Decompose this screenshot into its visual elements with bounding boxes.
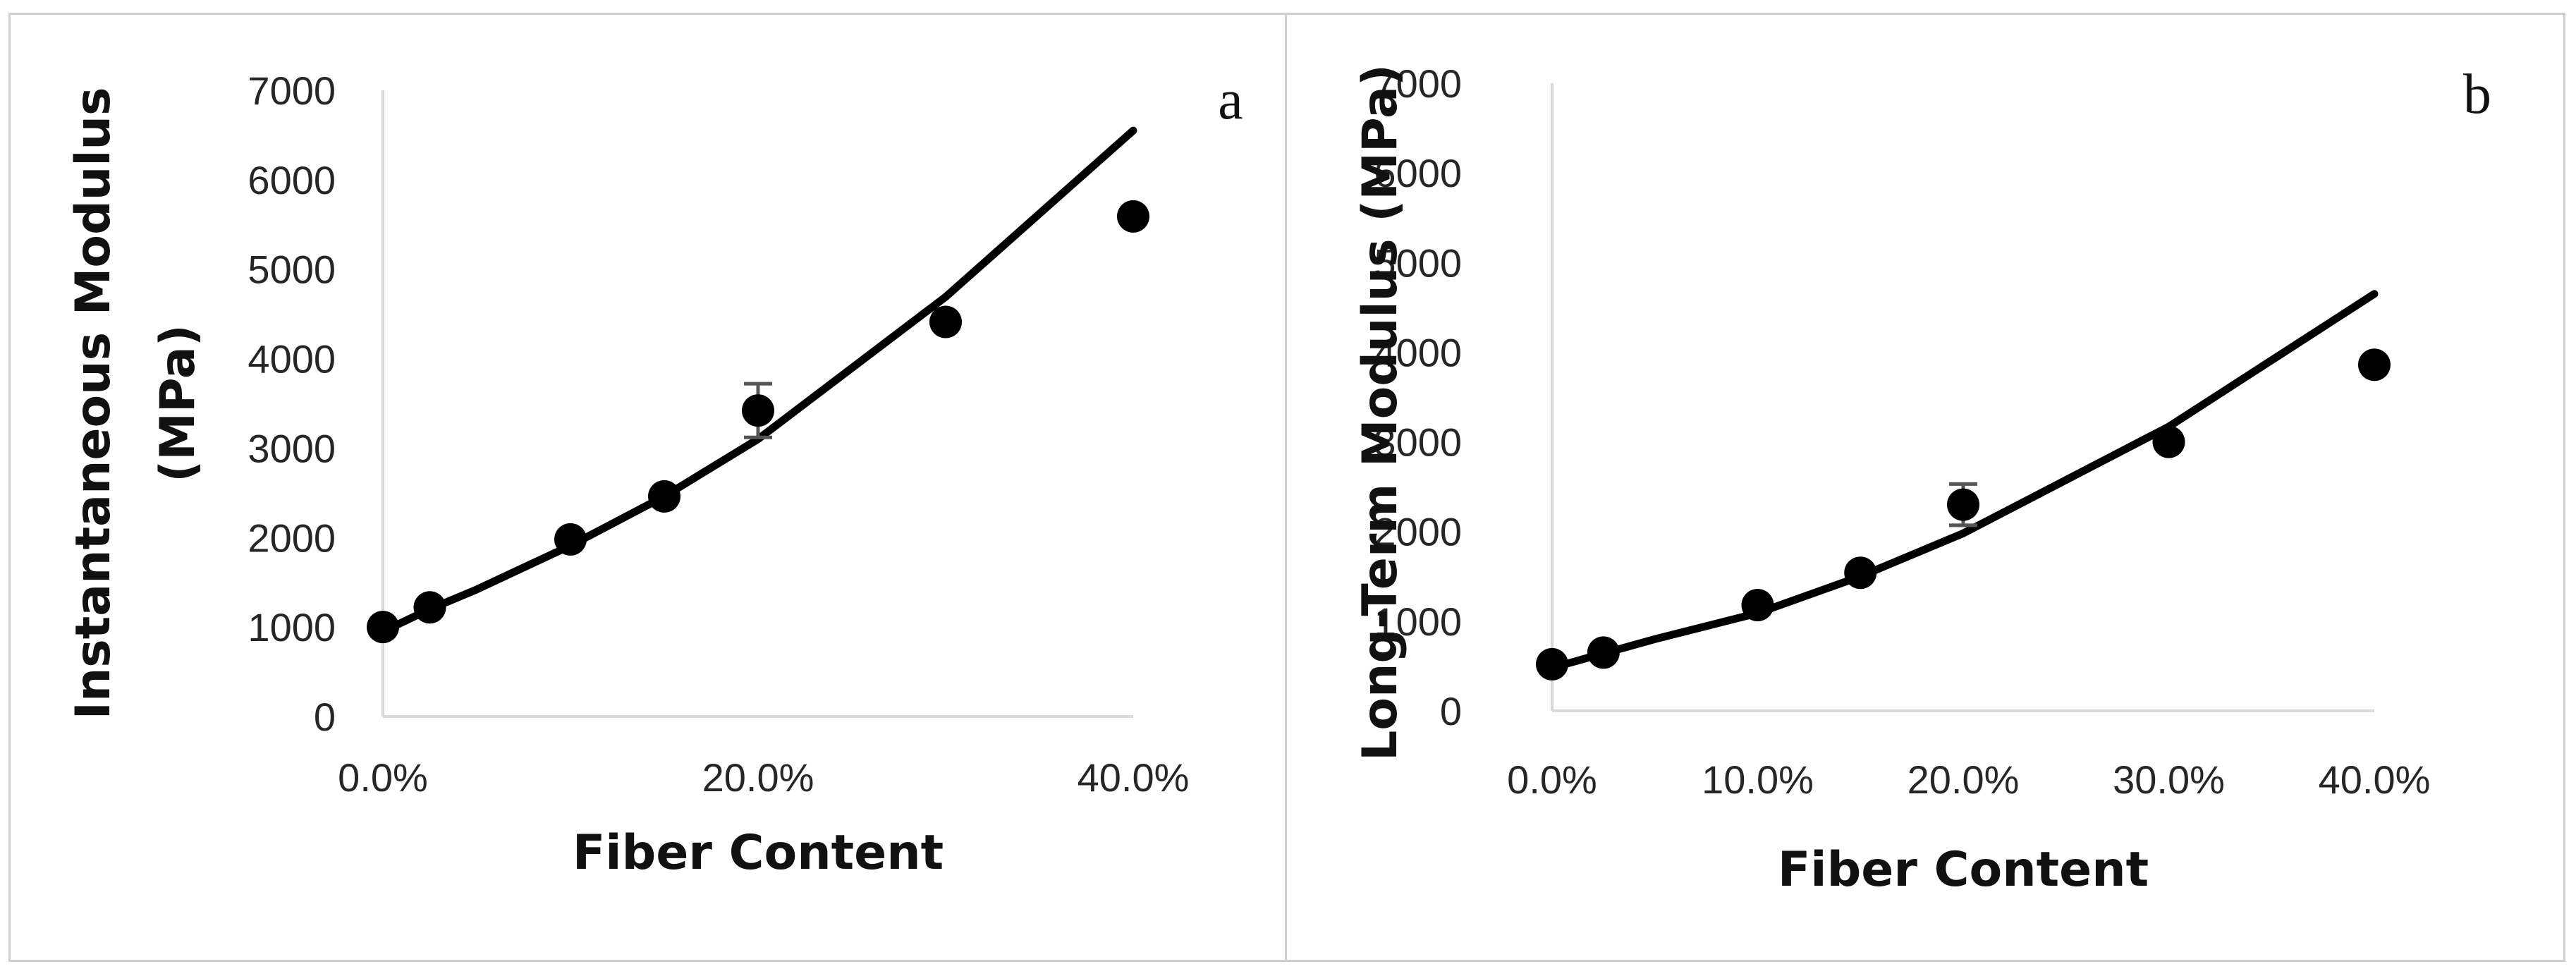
y-axis-title: (MPa) [150, 324, 206, 482]
model-line [379, 126, 1137, 635]
data-point [1947, 488, 1979, 521]
chart-a: 0 1000 2000 3000 4000 5000 6000 7000 0.0% 20.0% 40… [66, 68, 1243, 881]
y-tick-label: 2000 [248, 516, 336, 560]
chart-panel-a [8, 13, 1288, 962]
x-axis-title: Fiber Content [573, 825, 944, 881]
model-line [1548, 290, 2379, 672]
y-tick-label: 5000 [1374, 240, 1462, 285]
y-axis-title: Long-Term Modulus (MPa) [1353, 64, 1408, 761]
y-tick-label: 0 [1440, 689, 1462, 733]
x-tick-label: 20.0% [1907, 757, 2020, 802]
y-tick-label: 5000 [248, 248, 336, 292]
y-tick-label: 4000 [248, 337, 336, 382]
data-point [367, 611, 399, 644]
y-tick-label: 3000 [1374, 420, 1462, 465]
data-point [1587, 636, 1620, 669]
x-tick-label: 0.0% [338, 755, 428, 800]
data-point [742, 394, 774, 427]
x-tick-label: 20.0% [702, 755, 814, 800]
y-tick-label: 1000 [1374, 599, 1462, 644]
y-tick-label: 6000 [248, 158, 336, 202]
y-axis-title: Instantaneous Modulus [66, 87, 121, 720]
data-point [929, 305, 962, 338]
y-tick-label: 7000 [248, 68, 336, 113]
y-tick-label: 6000 [1374, 151, 1462, 195]
x-tick-label: 40.0% [2319, 757, 2431, 802]
data-point [2152, 425, 2185, 458]
x-tick-label: 10.0% [1702, 757, 1814, 802]
x-tick-label: 40.0% [1078, 755, 1190, 800]
x-tick-label: 0.0% [1507, 757, 1597, 802]
panel-label: a [1218, 69, 1243, 131]
data-point [1536, 647, 1568, 681]
y-tick-label: 7000 [1374, 61, 1462, 106]
data-point [554, 523, 587, 556]
x-axis-title: Fiber Content [1778, 842, 2149, 898]
y-tick-label: 4000 [1374, 330, 1462, 374]
data-point [648, 480, 680, 513]
chart-panel-b [1285, 13, 2565, 962]
x-tick-label: 30.0% [2113, 757, 2225, 802]
y-tick-label: 2000 [1374, 510, 1462, 554]
y-tick-label: 3000 [248, 426, 336, 470]
y-tick-label: 0 [314, 695, 336, 739]
data-point [1844, 556, 1877, 590]
y-tick-label: 1000 [248, 605, 336, 649]
panel-label: b [2463, 63, 2491, 126]
data-point [1741, 588, 1774, 621]
data-point [2358, 348, 2391, 382]
data-point [1117, 200, 1149, 233]
chart-b: 0 1000 2000 3000 4000 5000 6000 7000 0.0% 10.0% 20… [1353, 61, 2491, 898]
data-point [413, 591, 446, 624]
